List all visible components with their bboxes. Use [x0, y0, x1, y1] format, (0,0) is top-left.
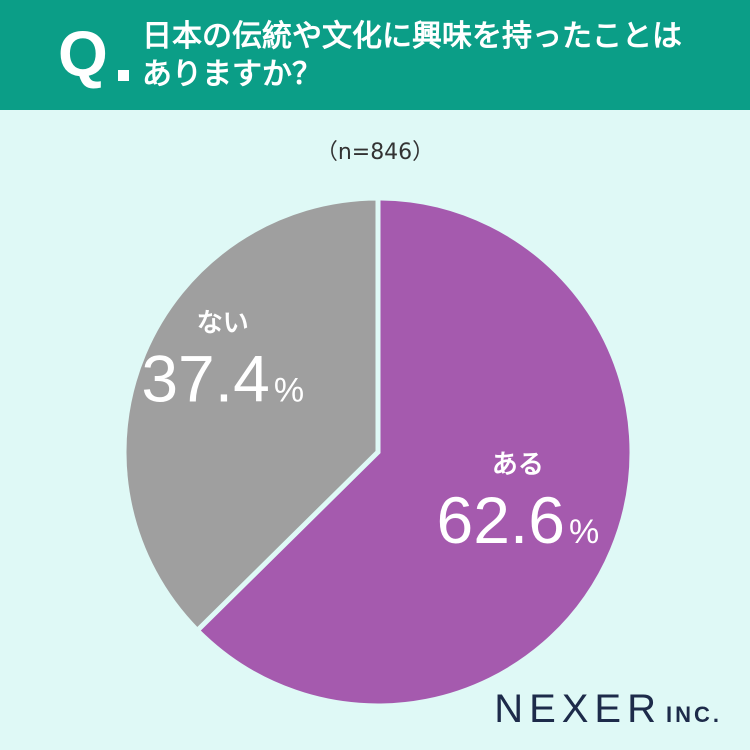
- question-header: Q 日本の伝統や文化に興味を持ったことは ありますか？: [0, 0, 750, 110]
- question-line-1: 日本の伝統や文化に興味を持ったことは: [142, 19, 682, 54]
- brand-name: NEXER: [494, 687, 662, 731]
- slice-value-2: 37.4%: [141, 341, 304, 415]
- slice-label-1: ある: [492, 450, 544, 480]
- slice-value-1: 62.6%: [437, 483, 600, 557]
- sample-size: （n=846）: [315, 140, 435, 165]
- q-dot: [118, 70, 129, 81]
- question-text: 日本の伝統や文化に興味を持ったことは ありますか？: [142, 18, 732, 94]
- pie-slice-1: [193, 195, 635, 709]
- brand-suffix: INC.: [666, 702, 722, 727]
- slice-label-2: ない: [197, 308, 249, 338]
- q-mark: Q: [58, 18, 108, 90]
- brand-logo: NEXER INC.: [494, 687, 722, 732]
- pie-slice-2: [121, 195, 381, 635]
- question-line-2: ありますか？: [142, 57, 322, 92]
